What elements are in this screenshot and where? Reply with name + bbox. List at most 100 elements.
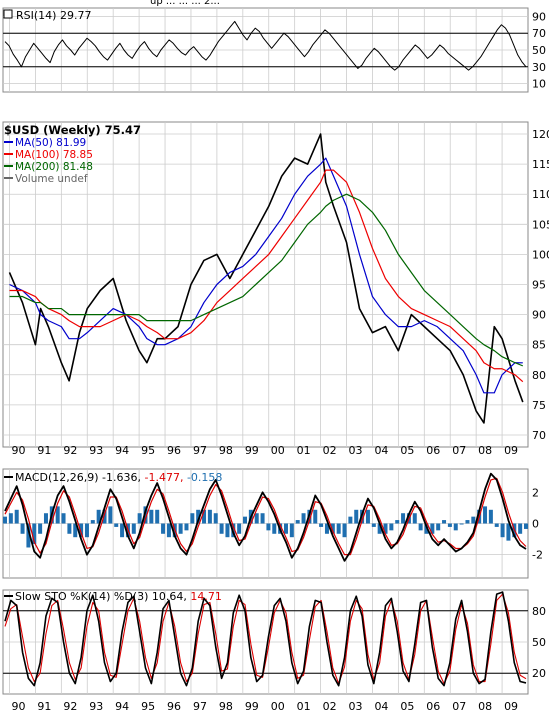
y-tick-label: 30 xyxy=(532,61,546,74)
macd-histogram-bar xyxy=(272,523,277,534)
macd-histogram-bar xyxy=(184,523,189,531)
macd-histogram-bar xyxy=(283,523,288,534)
macd-histogram-bar xyxy=(500,523,505,538)
y-tick-label: 70 xyxy=(532,27,546,40)
macd-histogram-bar xyxy=(79,523,84,538)
sto-legend-value: 10.64, xyxy=(152,590,190,603)
macd-histogram-bar xyxy=(96,509,101,524)
price-series-ma200 xyxy=(9,193,524,367)
macd-histogram-bar xyxy=(471,516,476,524)
macd-histogram-bar xyxy=(237,523,242,534)
macd-histogram-bar xyxy=(371,523,376,527)
macd-histogram-bar xyxy=(301,513,306,524)
macd-histogram-bar xyxy=(319,523,324,527)
sto-legend-value: Slow STO %K(14) %D(3) xyxy=(15,590,152,603)
macd-histogram-bar xyxy=(330,523,335,534)
year-tick-label: 97 xyxy=(193,700,207,713)
macd-histogram-bar xyxy=(494,523,499,527)
macd-line xyxy=(4,472,527,562)
chart-marks xyxy=(3,20,528,687)
macd-histogram-bar xyxy=(3,516,7,524)
year-tick-label: 91 xyxy=(37,700,51,713)
year-tick-label: 96 xyxy=(167,444,181,457)
year-tick-label: 96 xyxy=(167,700,181,713)
price-legend-label: MA(100) 78.85 xyxy=(15,149,93,161)
year-tick-label: 99 xyxy=(245,700,259,713)
sto-legend-label: Slow STO %K(14) %D(3) 10.64, 14.71 xyxy=(15,590,222,603)
y-tick-label: 80 xyxy=(532,605,546,618)
macd-histogram-bar xyxy=(295,520,300,524)
macd-histogram-bar xyxy=(289,523,294,538)
year-tick-label: 04 xyxy=(374,444,388,457)
y-tick-label: 105 xyxy=(532,218,549,231)
year-tick-label: 91 xyxy=(37,444,51,457)
macd-histogram-bar xyxy=(114,523,119,527)
year-tick-label: 95 xyxy=(141,444,155,457)
year-tick-label: 03 xyxy=(349,700,363,713)
year-tick-label: 05 xyxy=(400,700,414,713)
macd-histogram-bar xyxy=(178,523,183,534)
y-tick-label: 20 xyxy=(532,667,546,680)
year-tick-label: 94 xyxy=(115,700,129,713)
year-tick-label: 07 xyxy=(452,700,466,713)
year-tick-label: 98 xyxy=(219,444,233,457)
year-tick-label: 02 xyxy=(323,700,337,713)
macd-histogram-bar xyxy=(506,523,511,541)
macd-histogram-bar xyxy=(518,523,523,534)
macd-histogram-bar xyxy=(161,523,166,534)
y-tick-label: 10 xyxy=(532,78,546,91)
y-tick-label: 75 xyxy=(532,399,546,412)
year-tick-label: 94 xyxy=(115,444,129,457)
year-tick-label: 09 xyxy=(504,700,518,713)
macd-histogram-bar xyxy=(377,523,382,534)
year-tick-label: 00 xyxy=(271,444,285,457)
macd-histogram-bar xyxy=(43,513,48,524)
macd-histogram-bar xyxy=(32,523,37,545)
macd-histogram-bar xyxy=(324,523,329,534)
macd-histogram-bar xyxy=(225,523,230,538)
macd-histogram-bar xyxy=(453,523,458,531)
macd-histogram-bar xyxy=(254,513,259,524)
macd-histogram-bar xyxy=(149,509,154,524)
macd-histogram-bar xyxy=(365,509,370,524)
chart-labels: 90 91 92 93 94 95 96 97 98 99 00 01 02 03 04 05 06 07 08 09… xyxy=(3,0,549,713)
macd-histogram-bar xyxy=(395,520,400,524)
year-tick-label: 93 xyxy=(89,700,103,713)
y-tick-label: 0 xyxy=(532,518,539,531)
year-tick-label: 02 xyxy=(323,444,337,457)
year-tick-label: 95 xyxy=(141,700,155,713)
macd-histogram-bar xyxy=(483,506,488,524)
rsi-line xyxy=(4,20,527,71)
macd-histogram-bar xyxy=(14,509,19,524)
year-tick-label: 04 xyxy=(374,700,388,713)
price-legend-label: MA(200) 81.48 xyxy=(15,161,93,173)
price-legend-label: MA(50) 81.99 xyxy=(15,137,86,149)
year-tick-label: 92 xyxy=(63,700,77,713)
macd-histogram-bar xyxy=(166,523,171,538)
macd-histogram-bar xyxy=(418,523,423,531)
macd-histogram-bar xyxy=(447,523,452,527)
y-tick-label: 95 xyxy=(532,279,546,292)
macd-histogram-bar xyxy=(313,509,318,524)
header-title-fragment: up ... ... ... 2... xyxy=(150,0,220,7)
rsi-legend-label: RSI(14) 29.77 xyxy=(16,9,91,22)
macd-histogram-bar xyxy=(102,509,107,524)
price-title: $USD (Weekly) 75.47 xyxy=(4,123,141,137)
year-tick-label: 05 xyxy=(400,444,414,457)
year-tick-label: 08 xyxy=(478,700,492,713)
macd-histogram-bar xyxy=(442,520,447,524)
year-tick-label: 09 xyxy=(504,444,518,457)
y-tick-label: 50 xyxy=(532,636,546,649)
year-tick-label: 92 xyxy=(63,444,77,457)
year-tick-label: 03 xyxy=(349,444,363,457)
sto-k-line xyxy=(4,591,527,687)
macd-histogram-bar xyxy=(213,513,218,524)
macd-legend-value: -0.158 xyxy=(187,471,222,484)
y-tick-label: -2 xyxy=(532,549,543,562)
macd-histogram-bar xyxy=(108,506,113,524)
macd-histogram-bar xyxy=(20,523,25,534)
macd-histogram-bar xyxy=(430,523,435,534)
macd-histogram-bar xyxy=(465,520,470,524)
price-series-ma50 xyxy=(9,157,523,394)
